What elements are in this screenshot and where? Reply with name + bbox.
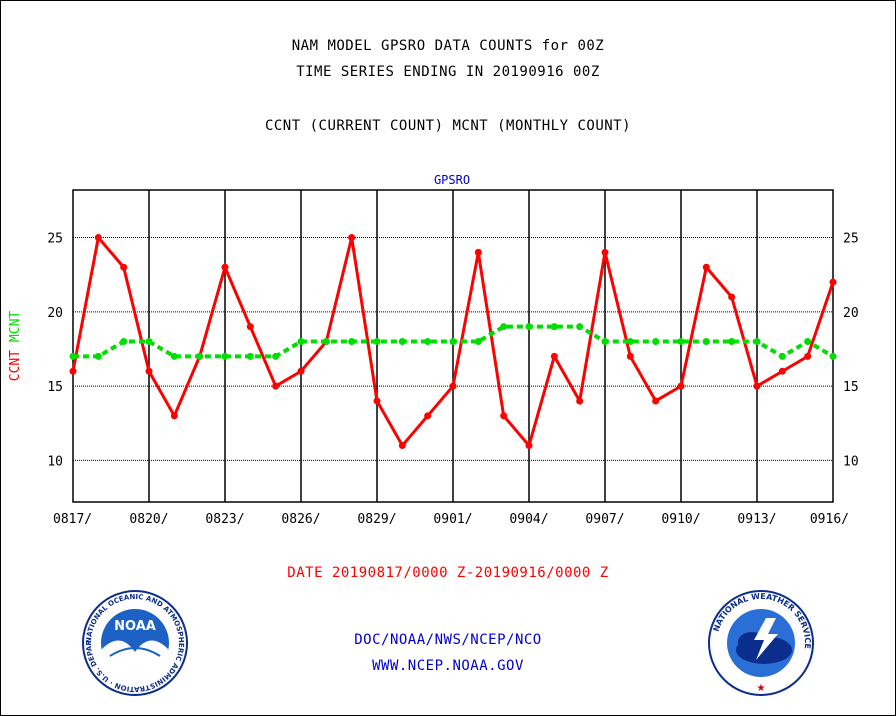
y-tick-label-right: 15 (843, 380, 859, 395)
mcnt-point (576, 323, 584, 331)
ccnt-point (778, 367, 786, 375)
grid (73, 190, 833, 502)
mcnt-point (626, 338, 634, 346)
mcnt-point (829, 352, 837, 360)
mcnt-point (94, 352, 102, 360)
ccnt-point (120, 263, 128, 271)
y-tick-label-right: 20 (843, 306, 859, 321)
mcnt-point (601, 338, 609, 346)
ccnt-point (398, 442, 406, 450)
chart-subtitle: CCNT (CURRENT COUNT) MCNT (MONTHLY COUNT… (264, 118, 632, 134)
ccnt-point (94, 234, 102, 242)
ccnt-point (170, 412, 178, 420)
plot-border (72, 189, 834, 503)
mcnt-point (677, 338, 685, 346)
mcnt-point (778, 352, 786, 360)
axes: 10 10 15 15 20 20 25 25 0817/0820/0823/0826/0829… (47, 189, 859, 527)
mcnt-point (221, 352, 229, 360)
ccnt-point (804, 352, 812, 360)
noaa-logo: NATIONAL OCEANIC AND ATMOSPHERIC ADMINIS… (80, 590, 188, 696)
x-tick-label: 0904/ (509, 512, 548, 527)
ccnt-point (728, 293, 736, 301)
mcnt-point (424, 338, 432, 346)
mcnt-point (550, 323, 558, 331)
y-tick-label-left: 10 (47, 454, 63, 469)
ccnt-point (297, 367, 305, 375)
y-axis-label: CCNT MCNT (8, 311, 23, 382)
mcnt-point (297, 338, 305, 346)
x-tick-label: 0910/ (661, 512, 700, 527)
mcnt-point (525, 323, 533, 331)
y-tick-label-left: 15 (47, 380, 63, 395)
chart-title-line1: NAM MODEL GPSRO DATA COUNTS for 00Z (291, 38, 605, 54)
ccnt-point (348, 234, 356, 242)
ccnt-point (424, 412, 432, 420)
mcnt-point (322, 338, 330, 346)
ccnt-point (500, 412, 508, 420)
y-tick-label-right: 25 (843, 232, 859, 247)
y-tick-label-left: 25 (47, 232, 63, 247)
mcnt-point (804, 338, 812, 346)
y-axis-label-mcnt: MCNT (8, 311, 23, 350)
ccnt-point (525, 442, 533, 450)
mcnt-point (272, 352, 280, 360)
panel-title: GPSRO (434, 173, 470, 187)
ccnt-point (601, 248, 609, 256)
ccnt-point (829, 278, 837, 286)
mcnt-point (196, 352, 204, 360)
ccnt-point (272, 382, 280, 390)
series (69, 234, 837, 450)
ccnt-point (145, 367, 153, 375)
x-tick-label: 0916/ (810, 512, 849, 527)
agency-text: DOC/NOAA/NWS/NCEP/NCO (354, 632, 542, 648)
ccnt-point (474, 248, 482, 256)
mcnt-point (398, 338, 406, 346)
nws-logo: NATIONAL WEATHER SERVICE ★ (708, 590, 814, 696)
mcnt-point (449, 338, 457, 346)
svg-text:★: ★ (757, 683, 766, 694)
mcnt-point (69, 352, 77, 360)
date-range: DATE 20190817/0000 Z-20190916/0000 Z (287, 565, 609, 581)
mcnt-point (246, 352, 254, 360)
ccnt-point (753, 382, 761, 390)
ccnt-point (550, 352, 558, 360)
mcnt-point (500, 323, 508, 331)
x-tick-label: 0913/ (737, 512, 776, 527)
mcnt-point (474, 338, 482, 346)
ccnt-point (449, 382, 457, 390)
svg-text:CCNT MCNT: CCNT MCNT (8, 311, 23, 382)
ccnt-point (576, 397, 584, 405)
x-tick-label: 0901/ (433, 512, 472, 527)
ccnt-point (626, 352, 634, 360)
ccnt-point (221, 263, 229, 271)
chart-title-line2: TIME SERIES ENDING IN 20190916 00Z (296, 64, 600, 80)
mcnt-point (728, 338, 736, 346)
mcnt-point (348, 338, 356, 346)
mcnt-point (170, 352, 178, 360)
x-tick-label: 0823/ (205, 512, 244, 527)
x-tick-label: 0820/ (129, 512, 168, 527)
x-tick-label: 0817/ (53, 512, 92, 527)
website-link[interactable]: WWW.NCEP.NOAA.GOV (372, 658, 524, 674)
mcnt-point (120, 338, 128, 346)
ccnt-point (677, 382, 685, 390)
y-tick-label-left: 20 (47, 306, 63, 321)
mcnt-point (702, 338, 710, 346)
ccnt-point (69, 367, 77, 375)
mcnt-point (652, 338, 660, 346)
ccnt-point (373, 397, 381, 405)
ccnt-point (246, 323, 254, 331)
y-axis-label-ccnt: CCNT (8, 350, 23, 381)
mcnt-point (753, 338, 761, 346)
x-tick-label: 0907/ (585, 512, 624, 527)
y-tick-label-right: 10 (843, 454, 859, 469)
x-tick-label: 0826/ (281, 512, 320, 527)
ccnt-point (702, 263, 710, 271)
ccnt-point (652, 397, 660, 405)
mcnt-point (373, 338, 381, 346)
x-tick-label: 0829/ (357, 512, 396, 527)
mcnt-point (145, 338, 153, 346)
noaa-logo-text: NOAA (114, 619, 156, 634)
